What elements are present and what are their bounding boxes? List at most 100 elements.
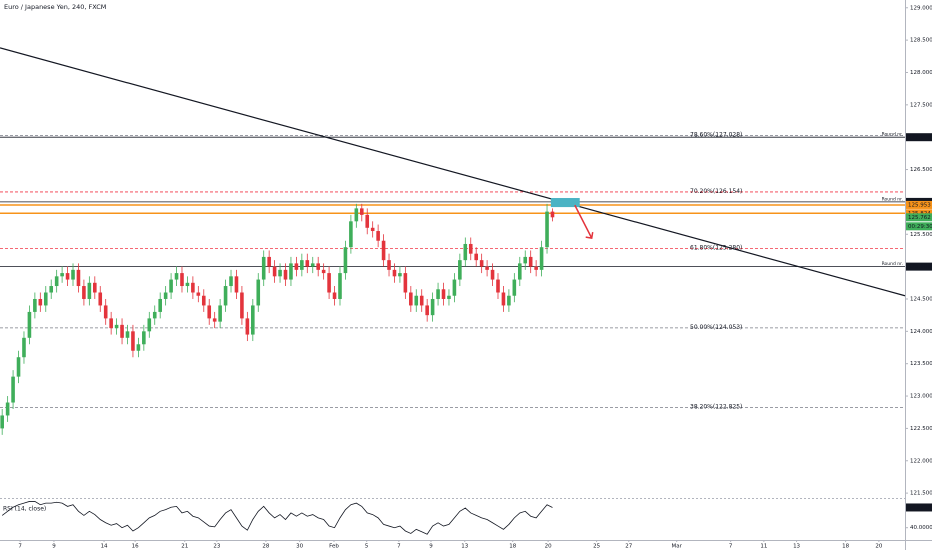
fib-label: 78.60%(127.028) [690, 131, 742, 138]
candle-body [196, 292, 201, 296]
candle-body [305, 260, 310, 267]
candle-body [11, 376, 15, 403]
candle-body [114, 324, 119, 329]
x-tick-label: 9 [429, 544, 433, 550]
candle-body [207, 305, 212, 319]
x-tick-label: 7 [397, 544, 401, 550]
candle-body [174, 273, 179, 280]
candle-body [468, 243, 473, 254]
y-tick-label: 124.000 [910, 329, 932, 335]
candle-body [218, 305, 222, 322]
y-tick-label: 122.000 [910, 458, 932, 464]
y-tick-label: 123.500 [910, 361, 932, 367]
candle-body [300, 260, 304, 270]
candle-body [125, 331, 130, 338]
candle-body [76, 269, 81, 287]
candle-body [447, 295, 451, 299]
price-tag-label: 125.953 [908, 202, 931, 208]
candle-body [414, 295, 419, 306]
rsi-line [1, 501, 553, 535]
candle-body [359, 208, 364, 215]
x-tick-label: 18 [509, 544, 516, 550]
rsi-title: RSI (14, close) [3, 506, 46, 513]
candle-body [267, 256, 271, 267]
candle-body [136, 344, 141, 351]
candle-body [528, 256, 533, 267]
candle-body [251, 305, 255, 335]
candle-body [272, 266, 277, 277]
level-text: Round nr. [882, 196, 903, 202]
y-tick-label: 125.500 [910, 232, 932, 238]
candle-body [82, 286, 86, 299]
candle-body [103, 305, 108, 319]
candle-body [294, 263, 299, 270]
last-price-tag [906, 213, 932, 222]
candle-body [425, 305, 429, 316]
candle-body [327, 273, 331, 293]
x-tick-label: 13 [461, 544, 468, 550]
candle-body [403, 273, 408, 293]
x-tick-label: 11 [760, 544, 767, 550]
candle-body [545, 211, 549, 248]
candle-body [71, 269, 75, 280]
rsi-tag [906, 503, 932, 512]
candle-body [289, 263, 293, 280]
candle-body [321, 269, 326, 274]
x-tick-label: 21 [181, 544, 188, 550]
candle-body [441, 289, 446, 299]
candle-body [229, 276, 233, 287]
fib-label: 70.20%(126.154) [690, 188, 742, 195]
x-tick-label: 27 [625, 544, 632, 550]
price-tag [906, 262, 932, 271]
candle-body [60, 273, 64, 277]
candle-body [212, 318, 217, 322]
fib-label: 38.20%(122.825) [690, 403, 742, 410]
candle-body [474, 253, 479, 261]
candle-body [0, 415, 4, 429]
candle-body [376, 231, 380, 241]
candle-body [191, 282, 195, 293]
candle-body [223, 286, 228, 306]
candle-body [38, 298, 43, 306]
y-tick-label: 121.500 [910, 491, 932, 497]
countdown-label: 00:29:30 [908, 224, 932, 230]
candle-body [185, 282, 190, 287]
countdown-tag [906, 222, 932, 231]
zone [550, 198, 580, 208]
candle-body [180, 273, 184, 287]
candle-body [409, 292, 413, 306]
candle-body [22, 337, 26, 358]
candle-body [517, 263, 522, 280]
candle-body [507, 295, 511, 306]
candle-body [479, 260, 484, 267]
arrow [574, 204, 594, 240]
x-tick-label: 20 [875, 544, 882, 550]
candle-body [398, 273, 402, 277]
chart-title: Euro / Japanese Yen, 240, FXCM [4, 3, 106, 11]
candle-body [147, 318, 152, 332]
candle-body [539, 247, 544, 270]
candle-body [256, 279, 261, 306]
rsi-last-label: 64.6732 [908, 505, 931, 511]
x-tick-label: 20 [545, 544, 552, 550]
candle-body [245, 318, 250, 335]
candle-body [349, 221, 353, 248]
candle-body [419, 295, 424, 306]
y-tick-label: 124.500 [910, 296, 932, 302]
candle-body [87, 282, 92, 299]
candle-body [240, 292, 244, 319]
candle-body [49, 286, 54, 293]
candle-body [550, 211, 555, 218]
candle-body [365, 214, 370, 228]
x-tick-label: 23 [213, 544, 220, 550]
y-tick-label: 127.500 [910, 102, 932, 108]
x-tick-label: 28 [262, 544, 269, 550]
price-tag [906, 209, 932, 218]
candle-body [485, 266, 489, 270]
candle-body [354, 208, 359, 222]
y-tick-label: 126.500 [910, 167, 932, 173]
trendline [0, 47, 906, 297]
candle-body [152, 311, 157, 319]
candle-body [332, 292, 337, 299]
